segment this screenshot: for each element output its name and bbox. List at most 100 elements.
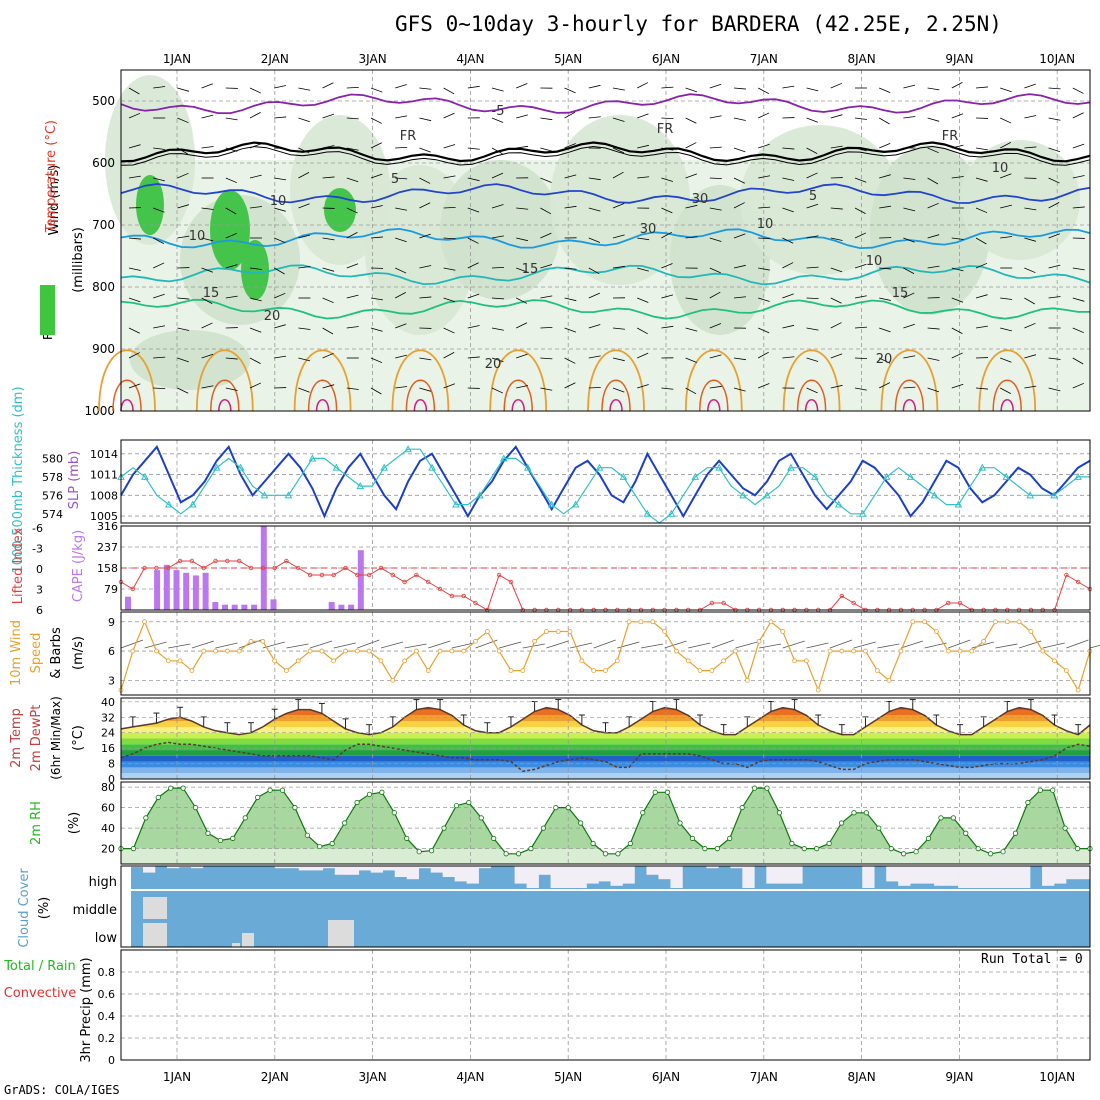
temp-tick-label: 8	[108, 758, 115, 771]
wind-barb	[685, 357, 697, 363]
rh2m-point	[1000, 849, 1006, 855]
wind-barb	[664, 640, 687, 649]
wind-barb	[153, 293, 165, 299]
cloud-high-gap	[970, 866, 983, 888]
warm-contour	[405, 379, 436, 412]
wind-speed-point	[839, 648, 845, 654]
slp-tick-label: 1008	[90, 489, 118, 502]
wind-barb	[516, 207, 529, 210]
wind-barb	[806, 203, 819, 209]
wind-barb	[443, 267, 456, 271]
rh-shade-blob	[440, 160, 560, 300]
wind-speed-point	[520, 668, 526, 673]
wind-barb	[177, 327, 190, 331]
wind-barb	[128, 297, 141, 303]
warm-contour	[391, 349, 450, 412]
wind-barb	[564, 205, 577, 209]
wind-barb	[830, 322, 842, 329]
cloud-high-gap	[1054, 866, 1067, 884]
wind-speed-point	[496, 648, 502, 654]
cloud-low-gap	[242, 933, 254, 947]
wind-barb	[569, 642, 593, 649]
cape-tick-label: 237	[97, 541, 118, 554]
wind-speed-point	[260, 638, 266, 644]
wind-barb	[879, 174, 891, 179]
wind-barb	[1072, 297, 1085, 302]
thickness-marker	[476, 491, 484, 499]
lifted-index-point	[154, 565, 159, 571]
wind-barb	[540, 147, 553, 152]
wind-speed-point	[354, 648, 360, 654]
rh2m-point	[702, 846, 708, 852]
contour-label: 10	[992, 161, 1009, 176]
wind-barb	[467, 293, 480, 299]
rh2m-point	[453, 802, 460, 809]
cloud-high-gap	[454, 866, 467, 882]
wind-barb	[975, 262, 988, 269]
rh2m-point	[913, 849, 919, 855]
thickness-marker	[715, 463, 723, 471]
thickness-marker	[380, 463, 389, 471]
wind-barb	[975, 294, 988, 299]
lifted-index-point	[130, 586, 136, 592]
wind-speed-point	[307, 648, 313, 654]
wind-barb	[346, 232, 358, 239]
wind-barb	[806, 327, 819, 331]
thickness-marker	[643, 509, 652, 517]
wind-barb	[758, 267, 771, 271]
rh-shade-blob	[870, 145, 990, 315]
rh2m-point	[242, 815, 248, 821]
rh2m-point	[1037, 787, 1043, 793]
thickness-marker	[547, 500, 556, 508]
rh2m-point	[1012, 830, 1019, 836]
ylabel-slp: SLP (mb)	[67, 451, 82, 510]
wind-barb	[588, 207, 601, 212]
wind-barb	[168, 643, 191, 649]
wind-barb	[879, 382, 891, 389]
wind-barb	[274, 324, 286, 329]
wind-speed-point	[378, 658, 384, 664]
top-day-label: 8JAN	[848, 52, 876, 66]
wind-barb	[806, 266, 819, 269]
wind-barb	[612, 265, 625, 269]
wind-barb	[322, 352, 334, 359]
cape-bar	[338, 604, 345, 610]
cloud-high-gap	[862, 866, 875, 888]
bottom-day-label: 3JAN	[359, 1070, 387, 1084]
wind-speed-point	[555, 629, 561, 634]
rh2m-point	[640, 810, 646, 816]
cloud-high-gap	[142, 866, 156, 873]
wind-barb	[201, 385, 214, 389]
wind-barb	[661, 231, 673, 239]
cloud-high-gap	[166, 866, 180, 869]
wind-barb	[1000, 173, 1012, 179]
wind-barb	[830, 297, 842, 304]
wind-barb	[975, 86, 988, 89]
wind-barb	[903, 177, 916, 180]
wind-barb	[806, 387, 818, 394]
rh2m-point	[739, 805, 745, 811]
wind-barb	[225, 177, 238, 184]
wind-barb	[225, 232, 238, 239]
wind-barb	[1000, 387, 1011, 394]
wind-barb	[975, 207, 988, 214]
warm-contour	[699, 379, 729, 412]
top-day-label: 5JAN	[554, 52, 582, 66]
warm-contour	[978, 349, 1037, 412]
wind-speed-point	[284, 668, 289, 673]
wind-barb	[782, 324, 795, 329]
wind-barb	[709, 146, 722, 149]
wind-speed-point	[827, 648, 833, 654]
wind-barb	[298, 172, 310, 179]
cloud-high-gap	[1078, 866, 1091, 880]
rh2m-point	[876, 825, 882, 831]
wind-barb	[733, 387, 746, 392]
cloud-high-gap	[778, 866, 791, 884]
wind-barb	[419, 265, 432, 269]
cloud-high-gap	[730, 866, 743, 869]
wind-barb	[612, 357, 625, 362]
wind-barb	[540, 177, 552, 183]
wind-barb	[177, 357, 189, 363]
rh-shade-high	[136, 175, 164, 235]
wind-barb	[1000, 117, 1012, 124]
